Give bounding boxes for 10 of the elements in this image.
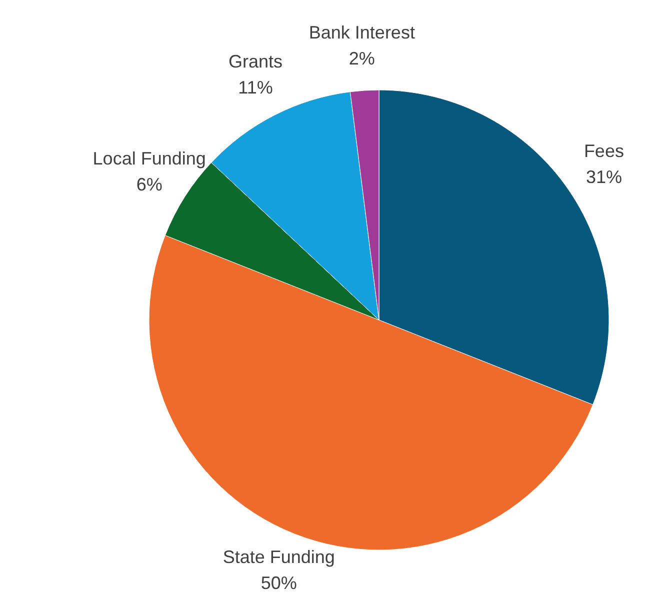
slice-label: Bank Interest [308,22,415,43]
slice-label: Grants [228,52,283,72]
data-label: 50% [260,572,297,593]
data-label: 31% [586,167,622,188]
slice-label: State Funding [222,546,335,567]
data-label: 11% [238,78,273,98]
slice-label: Fees [584,141,624,162]
data-label: 2% [348,48,375,69]
data-label: 6% [136,174,162,194]
slice-label: Local Funding [92,148,206,168]
